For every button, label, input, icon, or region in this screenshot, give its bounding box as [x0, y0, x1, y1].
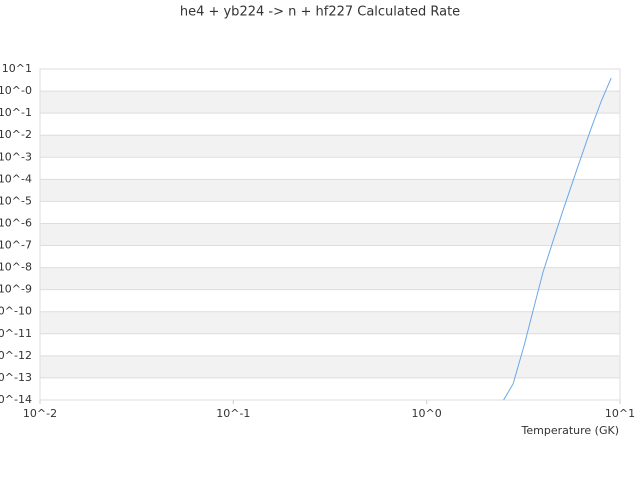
y-tick-label: 10^-9	[0, 283, 32, 296]
y-tick-label: 10^-1	[0, 106, 32, 119]
y-tick-label: 10^-13	[0, 371, 32, 384]
y-tick-label: 10^-6	[0, 216, 32, 229]
x-tick-label: 10^-1	[216, 407, 250, 420]
chart-title: he4 + yb224 -> n + hf227 Calculated Rate	[180, 5, 460, 20]
y-tick-label: 10^-3	[0, 150, 32, 163]
plot-frame	[39, 68, 621, 401]
y-tick-label: 10^-11	[0, 327, 32, 340]
y-tick-label: 10^-0	[0, 84, 32, 97]
y-tick-label: 10^-12	[0, 349, 32, 362]
y-tick-label: 10^-10	[0, 305, 32, 318]
y-tick-label: 10^-14	[0, 393, 32, 406]
y-tick-label: 10^1	[2, 62, 32, 75]
y-tick-label: 10^-4	[0, 172, 32, 185]
data-line	[503, 77, 612, 401]
grid-band	[40, 311, 620, 334]
y-tick-label: 10^-8	[0, 261, 32, 274]
grid-band	[40, 91, 620, 114]
y-tick-label: 10^-2	[0, 128, 32, 141]
grid-band	[40, 179, 620, 202]
x-tick-label: 10^0	[412, 407, 442, 420]
grid-band	[40, 223, 620, 246]
x-axis-label: Temperature (GK)	[521, 424, 620, 437]
grid-band	[40, 135, 620, 158]
grid-band	[40, 267, 620, 290]
y-tick-label: 10^-7	[0, 239, 32, 252]
x-tick-label: 10^-2	[23, 407, 57, 420]
grid-band	[40, 355, 620, 378]
x-tick-label: 10^1	[605, 407, 635, 420]
y-tick-label: 10^-5	[0, 194, 32, 207]
